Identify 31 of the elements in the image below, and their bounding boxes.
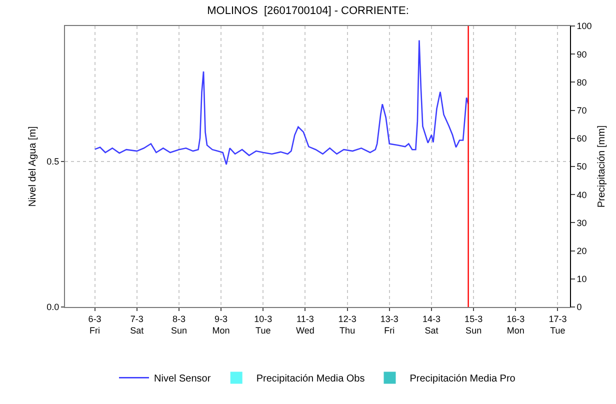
x-tick-label: 6-3 Fri — [88, 314, 102, 336]
y2-tick-label: 70 — [576, 105, 587, 116]
y-tick-label: 0.5 — [46, 156, 60, 166]
y2-tick-label: 10 — [576, 274, 587, 284]
x-tick-label: 12-3 Thu — [338, 314, 356, 336]
x-tick-label: 14-3 Sat — [422, 314, 440, 336]
y2-tick-label: 100 — [576, 21, 592, 32]
y2-tick-label: 80 — [576, 77, 587, 88]
y2-tick-label: 30 — [576, 218, 587, 228]
x-tick-label: 9-3 Mon — [212, 314, 230, 336]
y2-tick-label: 90 — [576, 49, 587, 60]
x-tick-label: 11-3 Wed — [296, 314, 314, 336]
x-tick-label: 7-3 Sat — [130, 314, 144, 336]
x-tick-label: 10-3 Tue — [254, 314, 272, 336]
legend-label: Nivel Sensor — [154, 374, 212, 385]
y2-tick-label: 50 — [576, 162, 587, 172]
y-axis-title: Nivel del Agua [m] — [28, 126, 39, 207]
y2-axis-title: Precipitación [mm] — [596, 125, 608, 208]
legend-label: Precipitación Media Pro — [410, 374, 516, 385]
y2-tick-label: 0 — [576, 302, 582, 312]
chart-title: MOLINOS [2601700104] - CORRIENTE: — [207, 4, 409, 17]
x-tick-label: 8-3 Sun — [170, 314, 187, 336]
y-tick-label: 0.0 — [46, 302, 60, 312]
y2-tick-label: 20 — [576, 246, 587, 256]
x-tick-label: 17-3 Tue — [548, 314, 567, 336]
legend-label: Precipitación Media Obs — [256, 374, 365, 385]
y2-tick-label: 60 — [576, 134, 587, 144]
x-tick-label: 15-3 Sun — [464, 314, 483, 336]
x-tick-label: 13-3 Fri — [380, 314, 398, 336]
y2-tick-label: 40 — [576, 190, 587, 200]
x-tick-label: 16-3 Mon — [506, 314, 525, 336]
